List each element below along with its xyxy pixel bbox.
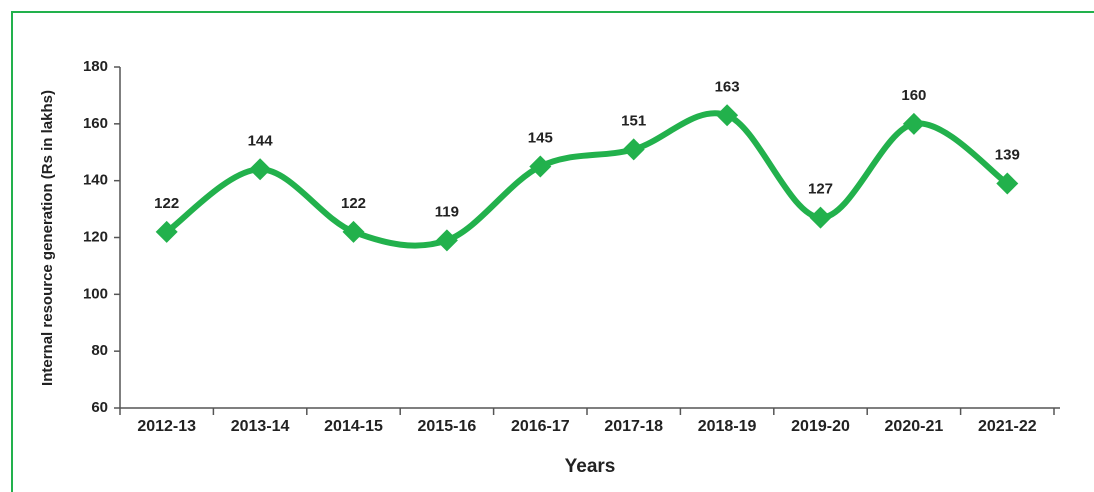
data-label: 122 (341, 195, 366, 212)
marker (716, 104, 739, 127)
frame (11, 11, 1094, 492)
x-tick-label: 2020-21 (885, 418, 944, 435)
x-axis-label: Years (565, 456, 616, 477)
y-tick-label: 160 (83, 115, 108, 132)
x-tick-label: 2015-16 (418, 418, 477, 435)
marker (809, 206, 832, 229)
x-tick-label: 2018-19 (698, 418, 757, 435)
y-tick-label: 140 (83, 172, 108, 189)
x-tick-label: 2014-15 (324, 418, 383, 435)
x-tick-label: 2021-22 (978, 418, 1037, 435)
y-tick-label: 60 (91, 399, 108, 416)
y-tick-label: 80 (91, 342, 108, 359)
x-tick-label: 2013-14 (231, 418, 290, 435)
marker (342, 220, 365, 243)
x-tick-label: 2019-20 (791, 418, 850, 435)
marker (435, 229, 458, 252)
marker (622, 138, 645, 161)
data-label: 145 (528, 129, 553, 146)
data-label: 163 (715, 78, 740, 95)
x-tick-label: 2017-18 (604, 418, 663, 435)
line (164, 110, 1010, 249)
data-label: 151 (621, 112, 646, 129)
data-label: 127 (808, 181, 833, 198)
x-tick-label: 2012-13 (137, 418, 196, 435)
marker (249, 158, 272, 181)
marker (155, 220, 178, 243)
marker (529, 155, 552, 178)
data-label: 122 (154, 195, 179, 212)
marker (996, 172, 1019, 195)
y-tick-label: 100 (83, 285, 108, 302)
y-axis-label: Internal resource generation (Rs in lakh… (39, 90, 56, 386)
data-label: 160 (901, 87, 926, 104)
y-tick-label: 180 (83, 58, 108, 75)
data-label: 119 (435, 203, 459, 220)
marker (902, 112, 925, 135)
x-tick-label: 2016-17 (511, 418, 570, 435)
data-label: 144 (248, 132, 274, 149)
data-label: 139 (995, 146, 1020, 163)
y-tick-label: 120 (83, 228, 108, 245)
